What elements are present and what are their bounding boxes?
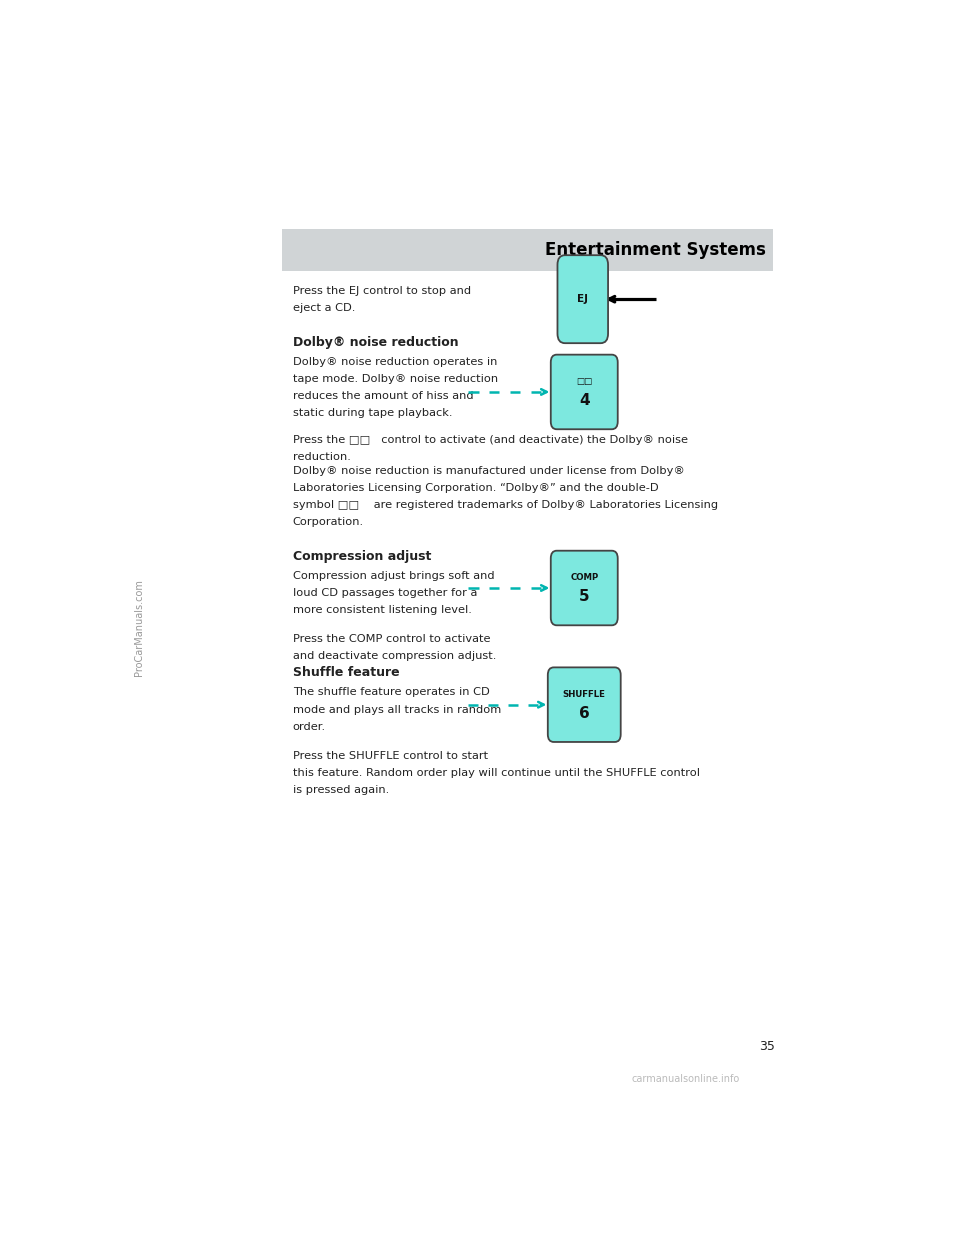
Text: mode and plays all tracks in random: mode and plays all tracks in random [293,704,501,714]
Text: COMP: COMP [570,573,598,581]
FancyBboxPatch shape [551,550,617,625]
FancyBboxPatch shape [548,667,621,741]
Text: 6: 6 [579,705,589,722]
Text: 35: 35 [759,1040,776,1052]
Text: reduces the amount of hiss and: reduces the amount of hiss and [293,391,473,401]
Text: The shuffle feature operates in CD: The shuffle feature operates in CD [293,688,490,698]
Text: ProCarManuals.com: ProCarManuals.com [133,579,144,676]
Text: Press the EJ control to stop and: Press the EJ control to stop and [293,286,470,296]
FancyBboxPatch shape [551,355,617,430]
Text: symbol □□    are registered trademarks of Dolby® Laboratories Licensing: symbol □□ are registered trademarks of D… [293,501,718,510]
Text: eject a CD.: eject a CD. [293,303,355,313]
Text: reduction.: reduction. [293,452,350,462]
Bar [282,230,773,272]
Text: EJ: EJ [577,294,588,304]
Text: tape mode. Dolby® noise reduction: tape mode. Dolby® noise reduction [293,374,497,384]
Text: more consistent listening level.: more consistent listening level. [293,605,471,615]
Text: static during tape playback.: static during tape playback. [293,409,452,419]
Text: this feature. Random order play will continue until the SHUFFLE control: this feature. Random order play will con… [293,768,700,777]
Text: Dolby® noise reduction: Dolby® noise reduction [293,335,458,349]
Text: Laboratories Licensing Corporation. “Dolby®” and the double-D: Laboratories Licensing Corporation. “Dol… [293,483,659,493]
Text: Dolby® noise reduction operates in: Dolby® noise reduction operates in [293,356,497,366]
Text: and deactivate compression adjust.: and deactivate compression adjust. [293,651,496,661]
Text: loud CD passages together for a: loud CD passages together for a [293,587,477,597]
Text: 5: 5 [579,590,589,605]
Text: Corporation.: Corporation. [293,517,364,528]
Text: Press the □□   control to activate (and deactivate) the Dolby® noise: Press the □□ control to activate (and de… [293,435,687,445]
FancyBboxPatch shape [558,255,608,343]
Text: is pressed again.: is pressed again. [293,785,389,795]
Text: □□: □□ [576,376,592,386]
Text: order.: order. [293,722,325,732]
Text: Press the SHUFFLE control to start: Press the SHUFFLE control to start [293,750,488,760]
Text: Dolby® noise reduction is manufactured under license from Dolby®: Dolby® noise reduction is manufactured u… [293,466,684,476]
Text: Press the COMP control to activate: Press the COMP control to activate [293,633,491,643]
Text: Entertainment Systems: Entertainment Systems [545,241,766,260]
Text: Shuffle feature: Shuffle feature [293,667,399,679]
Text: 4: 4 [579,394,589,409]
Text: SHUFFLE: SHUFFLE [563,689,606,698]
Text: Compression adjust: Compression adjust [293,550,431,563]
Text: carmanualsonline.info: carmanualsonline.info [632,1073,739,1083]
Text: Compression adjust brings soft and: Compression adjust brings soft and [293,571,494,581]
